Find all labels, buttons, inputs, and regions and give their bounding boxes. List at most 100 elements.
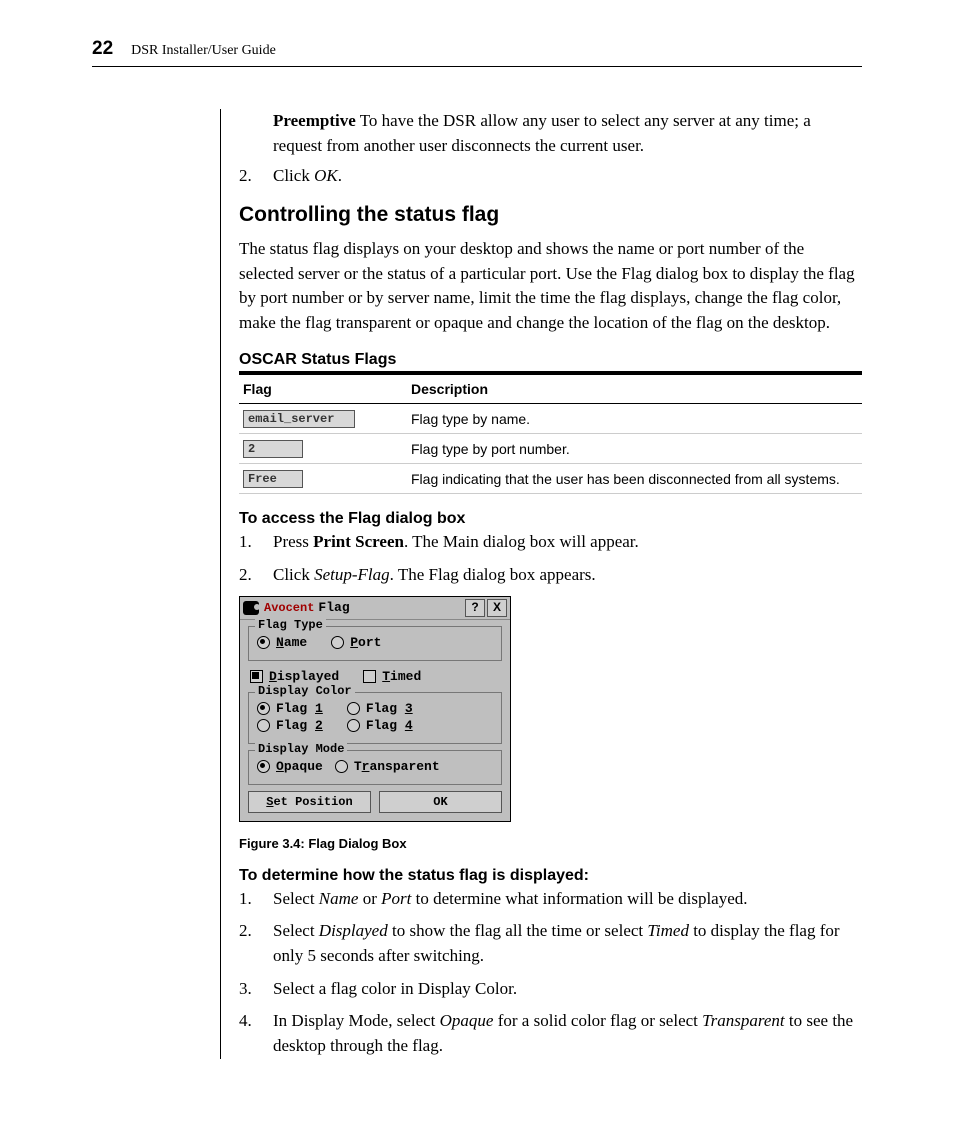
preemptive-label: Preemptive xyxy=(273,111,356,130)
access-steps: 1. Press Print Screen. The Main dialog b… xyxy=(239,530,862,587)
italic-text: Setup-Flag xyxy=(314,565,390,584)
t: or xyxy=(358,889,381,908)
page: 22 DSR Installer/User Guide Preemptive T… xyxy=(0,0,954,1145)
col-flag: Flag xyxy=(239,375,407,404)
radio-name[interactable]: Name xyxy=(257,635,307,650)
determine-heading: To determine how the status flag is disp… xyxy=(239,867,862,885)
table-title: OSCAR Status Flags xyxy=(239,351,862,369)
display-color-group: Display Color Flag 1 Flag 3 Flag 2 Flag … xyxy=(248,692,502,744)
table-row: email_server Flag type by name. xyxy=(239,404,862,434)
flag-dialog: Avocent Flag ? X Flag Type Name Port Dis… xyxy=(239,596,511,822)
u: 1 xyxy=(315,701,323,716)
list-text: Press Print Screen. The Main dialog box … xyxy=(273,530,862,555)
t: Flag xyxy=(366,701,405,716)
list-number: 2. xyxy=(239,563,273,588)
check-timed[interactable]: Timed xyxy=(363,669,421,684)
dialog-brand: Avocent xyxy=(264,601,314,615)
radio-port[interactable]: Port xyxy=(331,635,381,650)
ok-italic: OK xyxy=(314,166,338,185)
status-flags-table: Flag Description email_server Flag type … xyxy=(239,375,862,494)
radio-flag4[interactable]: Flag 4 xyxy=(347,718,413,733)
text: . The Flag dialog box appears. xyxy=(390,565,596,584)
group-legend: Flag Type xyxy=(255,618,326,632)
radio-flag2[interactable]: Flag 2 xyxy=(257,718,323,733)
list-text: In Display Mode, select Opaque for a sol… xyxy=(273,1009,862,1058)
section-heading: Controlling the status flag xyxy=(239,203,862,227)
text: . xyxy=(338,166,342,185)
flag-chip: 2 xyxy=(243,440,303,458)
flag-type-group: Flag Type Name Port xyxy=(248,626,502,661)
t: ansparent xyxy=(369,759,439,774)
t: et Position xyxy=(273,795,352,809)
list-number: 1. xyxy=(239,887,273,912)
t: paque xyxy=(284,759,323,774)
u: N xyxy=(276,635,284,650)
set-position-button[interactable]: Set Position xyxy=(248,791,371,813)
t: isplayed xyxy=(277,669,339,684)
determine-steps: 1. Select Name or Port to determine what… xyxy=(239,887,862,1059)
col-description: Description xyxy=(407,375,862,404)
dialog-titlebar: Avocent Flag ? X xyxy=(240,597,510,620)
list-text: Select a flag color in Display Color. xyxy=(273,977,862,1002)
dialog-title: Flag xyxy=(318,600,463,615)
table-row: 2 Flag type by port number. xyxy=(239,434,862,464)
t: Select xyxy=(273,921,319,940)
text: Click xyxy=(273,565,314,584)
i: Opaque xyxy=(440,1011,494,1030)
t: Flag xyxy=(366,718,405,733)
ok-button[interactable]: OK xyxy=(379,791,502,813)
list-text: Click OK. xyxy=(273,164,862,189)
page-number: 22 xyxy=(92,38,113,60)
group-legend: Display Mode xyxy=(255,742,347,756)
list-number: 2. xyxy=(239,164,273,189)
u: 3 xyxy=(405,701,413,716)
radio-flag1[interactable]: Flag 1 xyxy=(257,701,323,716)
radio-opaque[interactable]: Opaque xyxy=(257,759,323,774)
list-text: Click Setup-Flag. The Flag dialog box ap… xyxy=(273,563,862,588)
check-displayed[interactable]: Displayed xyxy=(250,669,339,684)
group-legend: Display Color xyxy=(255,684,355,698)
t: In Display Mode, select xyxy=(273,1011,440,1030)
text: Press xyxy=(273,532,313,551)
u: 4 xyxy=(405,718,413,733)
cell-desc: Flag type by name. xyxy=(407,404,862,434)
flag-chip: Free xyxy=(243,470,303,488)
dialog-buttons: Set Position OK xyxy=(248,791,502,813)
i: Name xyxy=(319,889,359,908)
click-ok-step: 2. Click OK. xyxy=(239,164,862,189)
i: Displayed xyxy=(319,921,388,940)
t: ort xyxy=(358,635,381,650)
avocent-logo-icon xyxy=(243,601,259,615)
t: to show the flag all the time or select xyxy=(388,921,648,940)
bold-text: Print Screen xyxy=(313,532,404,551)
section-paragraph: The status flag displays on your desktop… xyxy=(239,237,862,336)
page-header: 22 DSR Installer/User Guide xyxy=(92,38,862,67)
dialog-body: Flag Type Name Port Displayed Timed Disp… xyxy=(240,620,510,821)
list-number: 3. xyxy=(239,977,273,1002)
u: D xyxy=(269,669,277,684)
radio-transparent[interactable]: Transparent xyxy=(335,759,440,774)
preemptive-paragraph: Preemptive To have the DSR allow any use… xyxy=(239,109,862,158)
list-text: Select Displayed to show the flag all th… xyxy=(273,919,862,968)
cell-desc: Flag indicating that the user has been d… xyxy=(407,464,862,494)
radio-flag3[interactable]: Flag 3 xyxy=(347,701,413,716)
display-mode-group: Display Mode Opaque Transparent xyxy=(248,750,502,785)
t: Flag xyxy=(276,701,315,716)
u: 2 xyxy=(315,718,323,733)
t: to determine what information will be di… xyxy=(411,889,747,908)
i: Timed xyxy=(647,921,689,940)
list-number: 2. xyxy=(239,919,273,968)
t: T xyxy=(354,759,362,774)
flag-chip: email_server xyxy=(243,410,355,428)
i: Transparent xyxy=(702,1011,785,1030)
u: P xyxy=(350,635,358,650)
text: Click xyxy=(273,166,314,185)
help-button[interactable]: ? xyxy=(465,599,485,617)
table-row: Free Flag indicating that the user has b… xyxy=(239,464,862,494)
close-button[interactable]: X xyxy=(487,599,507,617)
t: for a solid color flag or select xyxy=(493,1011,702,1030)
text: . The Main dialog box will appear. xyxy=(404,532,639,551)
list-number: 4. xyxy=(239,1009,273,1058)
t: Flag xyxy=(276,718,315,733)
t: imed xyxy=(390,669,421,684)
